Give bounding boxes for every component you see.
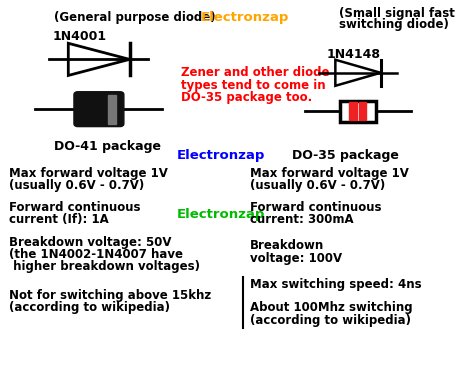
Text: Breakdown: Breakdown <box>250 239 324 252</box>
Text: DO-35 package: DO-35 package <box>292 149 399 162</box>
Text: Max forward voltage 1V: Max forward voltage 1V <box>9 167 168 180</box>
Text: Zener and other diode: Zener and other diode <box>181 66 330 79</box>
Text: Not for switching above 15khz: Not for switching above 15khz <box>9 289 211 302</box>
Text: (according to wikipedia): (according to wikipedia) <box>250 314 411 327</box>
Text: (Small signal fast: (Small signal fast <box>339 7 455 20</box>
Text: current (If): 1A: current (If): 1A <box>9 213 109 226</box>
FancyBboxPatch shape <box>74 92 124 126</box>
Polygon shape <box>108 95 116 123</box>
Text: higher breakdown voltages): higher breakdown voltages) <box>9 260 201 273</box>
Text: 1N4001: 1N4001 <box>53 30 107 43</box>
Text: current: 300mA: current: 300mA <box>250 213 353 226</box>
Text: (usually 0.6V - 0.7V): (usually 0.6V - 0.7V) <box>250 179 385 192</box>
Text: Forward continuous: Forward continuous <box>9 201 141 214</box>
Text: Electronzap: Electronzap <box>177 208 266 221</box>
Text: types tend to come in: types tend to come in <box>181 79 326 92</box>
Text: (usually 0.6V - 0.7V): (usually 0.6V - 0.7V) <box>9 179 145 192</box>
Text: Breakdown voltage: 50V: Breakdown voltage: 50V <box>9 236 172 249</box>
Polygon shape <box>359 102 366 120</box>
Polygon shape <box>349 102 357 120</box>
Text: Electronzap: Electronzap <box>177 149 266 162</box>
Text: DO-41 package: DO-41 package <box>54 140 161 153</box>
Text: 1N4148: 1N4148 <box>326 48 380 61</box>
Text: Electronzap: Electronzap <box>201 11 289 24</box>
Text: Max switching speed: 4ns: Max switching speed: 4ns <box>250 278 421 291</box>
Text: voltage: 100V: voltage: 100V <box>250 252 342 265</box>
Text: Max forward voltage 1V: Max forward voltage 1V <box>250 167 408 180</box>
Text: About 100Mhz switching: About 100Mhz switching <box>250 301 412 314</box>
Text: (the 1N4002-1N4007 have: (the 1N4002-1N4007 have <box>9 248 183 261</box>
Text: (according to wikipedia): (according to wikipedia) <box>9 301 171 314</box>
Text: Forward continuous: Forward continuous <box>250 201 381 214</box>
Text: switching diode): switching diode) <box>339 18 449 31</box>
Text: (General purpose diode): (General purpose diode) <box>54 11 216 24</box>
Text: DO-35 package too.: DO-35 package too. <box>181 91 313 104</box>
FancyBboxPatch shape <box>340 100 376 122</box>
